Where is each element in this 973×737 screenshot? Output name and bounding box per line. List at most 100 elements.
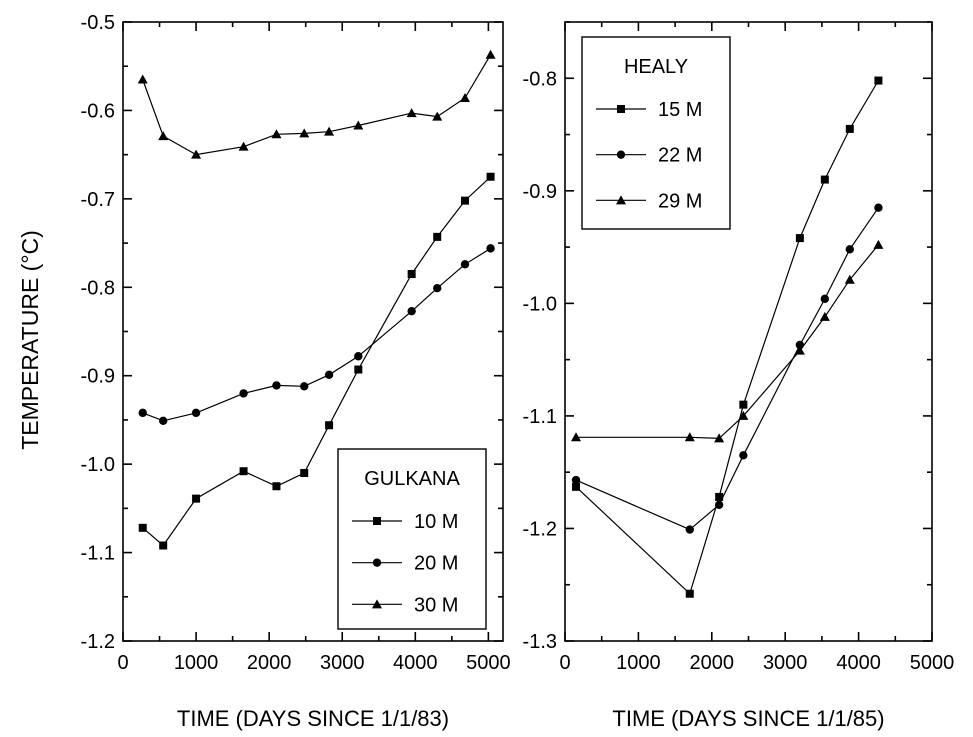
gulkana-data-point: [192, 494, 201, 503]
healy-x-axis-label: TIME (DAYS SINCE 1/1/85): [612, 706, 884, 731]
gulkana-data-point: [300, 382, 309, 391]
gulkana-data-point: [191, 408, 201, 418]
healy-y-tick-label: -1.2: [523, 518, 557, 540]
healy-legend-label: 29 M: [658, 190, 702, 212]
gulkana-data-point: [324, 126, 335, 136]
gulkana-y-tick-label: -0.5: [81, 12, 115, 34]
gulkana-data-point: [486, 172, 495, 181]
gulkana-data-point: [325, 421, 334, 430]
healy-series-line-22m: [575, 207, 879, 531]
healy-x-tick-label: 4000: [836, 652, 881, 674]
healy-data-point: [684, 432, 695, 442]
gulkana-y-tick-label: -1.0: [81, 454, 115, 476]
healy-data-point: [571, 475, 581, 485]
gulkana-legend-label: 30 M: [414, 594, 458, 616]
gulkana-data-point: [239, 467, 248, 476]
gulkana-y-tick-label: -0.9: [81, 366, 115, 388]
healy-panel: 0 1000 2000 3000 4000 5000 -1.3 -1.2 -1.1 -1.0 -0.…: [523, 21, 955, 731]
healy-data-point: [820, 294, 830, 304]
gulkana-data-point: [159, 541, 168, 550]
gulkana-legend-marker: [372, 558, 382, 567]
healy-series-line-15m: [575, 80, 879, 595]
gulkana-data-point: [407, 306, 416, 316]
gulkana-data-point: [158, 416, 168, 426]
gulkana-legend-label: 20 M: [414, 553, 458, 575]
gulkana-y-tick-label: -1.2: [81, 631, 115, 653]
healy-x-tick-label: 0: [559, 652, 570, 674]
gulkana-panel: 0 1000 2000 3000 4000 5000 -1.2 -1.1 -1.0 -0.9 -0.…: [81, 12, 511, 731]
healy-x-tick-label: 5000: [910, 652, 955, 674]
gulkana-legend-box: [337, 448, 487, 630]
gulkana-x-tick-label: 2000: [247, 652, 292, 674]
healy-data-point: [795, 234, 804, 243]
healy-data-point: [874, 203, 883, 212]
healy-y-tick-label: -1.0: [523, 293, 557, 315]
gulkana-legend-label: 10 M: [414, 511, 458, 533]
gulkana-data-point: [486, 244, 495, 253]
gulkana-data-point: [354, 352, 363, 361]
gulkana-data-point: [324, 370, 334, 380]
gulkana-x-tick-label: 5000: [466, 652, 511, 674]
healy-data-point: [714, 433, 725, 443]
healy-legend-marker: [616, 195, 626, 205]
gulkana-data-point: [433, 283, 442, 293]
gulkana-data-point: [353, 120, 364, 130]
gulkana-data-point: [138, 523, 147, 532]
healy-data-point: [572, 482, 581, 491]
healy-legend-box: [581, 36, 731, 230]
healy-legend-label: 22 M: [658, 145, 702, 167]
gulkana-data-point: [271, 129, 282, 139]
gulkana-data-point: [460, 93, 470, 103]
gulkana-y-tick-label: -0.6: [81, 100, 115, 122]
gulkana-data-point: [239, 389, 248, 398]
gulkana-legend-marker: [372, 599, 382, 609]
gulkana-x-tick-label: 0: [117, 652, 128, 674]
gulkana-series-line-10m: [142, 176, 492, 547]
gulkana-legend-marker: [373, 517, 381, 525]
gulkana-data-point: [433, 232, 442, 241]
gulkana-data-point: [485, 49, 496, 59]
gulkana-data-point: [137, 74, 148, 84]
gulkana-data-point: [299, 128, 310, 138]
healy-x-tick-label: 1000: [616, 652, 661, 674]
healy-data-point: [844, 274, 855, 284]
healy-data-point: [845, 124, 854, 133]
healy-data-point: [714, 500, 724, 510]
healy-data-point: [685, 589, 694, 598]
healy-y-tick-label: -1.1: [523, 406, 557, 428]
healy-y-tick-label: -1.3: [523, 631, 557, 653]
gulkana-data-point: [406, 108, 417, 118]
gulkana-data-point: [272, 482, 281, 491]
gulkana-y-tick-label: -0.7: [81, 189, 115, 211]
healy-data-point: [845, 245, 854, 254]
gulkana-series-line-20m: [142, 247, 491, 422]
healy-data-point: [794, 345, 805, 355]
gulkana-data-point: [272, 381, 281, 390]
gulkana-series-line-30m: [142, 54, 492, 156]
gulkana-data-point: [461, 196, 469, 205]
healy-data-point: [738, 410, 749, 420]
healy-data-point: [571, 432, 582, 442]
y-axis-label: TEMPERATURE (°C): [17, 230, 43, 450]
healy-data-point: [819, 311, 830, 321]
gulkana-y-tick-label: -0.8: [81, 277, 115, 299]
healy-data-point: [873, 239, 884, 249]
gulkana-x-axis-label: TIME (DAYS SINCE 1/1/83): [177, 706, 449, 731]
healy-legend-label: 15 M: [658, 99, 702, 121]
healy-y-tick-label: -0.9: [523, 181, 557, 203]
gulkana-data-point: [158, 131, 169, 141]
gulkana-legend-title: GULKANA: [364, 468, 460, 490]
gulkana-data-point: [432, 111, 443, 121]
healy-x-tick-label: 3000: [763, 652, 808, 674]
healy-series-line-29m: [576, 244, 879, 440]
gulkana-data-point: [191, 149, 202, 159]
healy-data-point: [739, 400, 748, 409]
gulkana-data-point: [354, 365, 363, 374]
gulkana-x-tick-label: 4000: [393, 652, 438, 674]
healy-data-point: [874, 76, 883, 85]
healy-x-tick-label: 2000: [690, 652, 735, 674]
gulkana-data-point: [138, 408, 147, 418]
gulkana-x-tick-label: 3000: [320, 652, 365, 674]
healy-legend-marker: [616, 150, 626, 159]
